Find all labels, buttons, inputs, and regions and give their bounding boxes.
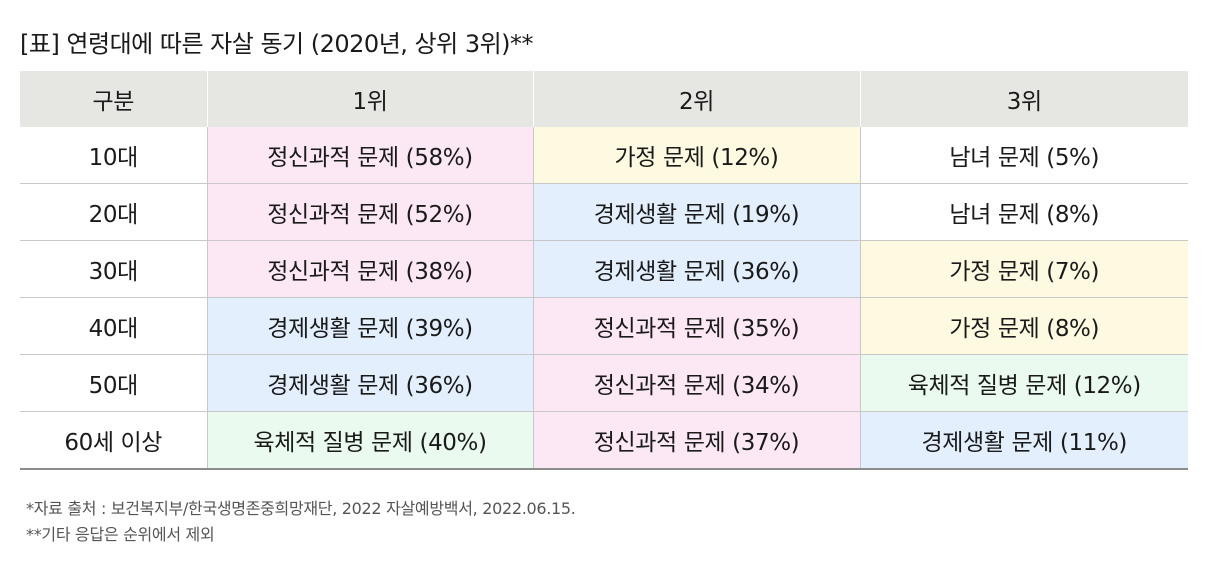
table-row: 50대 경제생활 문제 (36%) 정신과적 문제 (34%) 육체적 질병 문… bbox=[20, 354, 1188, 412]
rank-1-cell: 경제생활 문제 (39%) bbox=[206, 297, 533, 355]
suicide-motive-table: 구분 1위 2위 3위 10대 정신과적 문제 (58%) 가정 문제 (12%… bbox=[20, 71, 1188, 470]
age-group-cell: 60세 이상 bbox=[20, 411, 207, 469]
table-row: 10대 정신과적 문제 (58%) 가정 문제 (12%) 남녀 문제 (5%) bbox=[20, 127, 1188, 184]
age-group-cell: 30대 bbox=[20, 240, 207, 298]
age-group-cell: 10대 bbox=[20, 127, 207, 184]
rank-3-cell: 육체적 질병 문제 (12%) bbox=[859, 354, 1188, 412]
rank-3-cell: 가정 문제 (8%) bbox=[859, 297, 1188, 355]
rank-2-cell: 가정 문제 (12%) bbox=[532, 127, 860, 184]
table-row: 40대 경제생활 문제 (39%) 정신과적 문제 (35%) 가정 문제 (8… bbox=[20, 297, 1188, 355]
footnotes: *자료 출처 : 보건복지부/한국생명존중희망재단, 2022 자살예방백서, … bbox=[26, 496, 576, 548]
rank-3-cell: 남녀 문제 (5%) bbox=[859, 127, 1188, 184]
rank-2-cell: 경제생활 문제 (19%) bbox=[532, 183, 860, 241]
rank-2-cell: 정신과적 문제 (37%) bbox=[532, 411, 860, 469]
header-rank-1: 1위 bbox=[206, 71, 533, 127]
table-row: 60세 이상 육체적 질병 문제 (40%) 정신과적 문제 (37%) 경제생… bbox=[20, 411, 1188, 469]
exclusion-note: **기타 응답은 순위에서 제외 bbox=[26, 525, 215, 544]
rank-1-cell: 정신과적 문제 (38%) bbox=[206, 240, 533, 298]
header-row: 구분 1위 2위 3위 bbox=[20, 71, 1188, 127]
rank-2-cell: 정신과적 문제 (35%) bbox=[532, 297, 860, 355]
age-group-cell: 20대 bbox=[20, 183, 207, 241]
rank-1-cell: 경제생활 문제 (36%) bbox=[206, 354, 533, 412]
rank-3-cell: 경제생활 문제 (11%) bbox=[859, 411, 1188, 469]
age-group-cell: 40대 bbox=[20, 297, 207, 355]
rank-1-cell: 육체적 질병 문제 (40%) bbox=[206, 411, 533, 469]
age-group-cell: 50대 bbox=[20, 354, 207, 412]
rank-1-cell: 정신과적 문제 (58%) bbox=[206, 127, 533, 184]
table-row: 30대 정신과적 문제 (38%) 경제생활 문제 (36%) 가정 문제 (7… bbox=[20, 240, 1188, 298]
table-title: [표] 연령대에 따른 자살 동기 (2020년, 상위 3위)** bbox=[20, 30, 534, 58]
rank-3-cell: 남녀 문제 (8%) bbox=[859, 183, 1188, 241]
header-rank-3: 3위 bbox=[859, 71, 1188, 127]
rank-2-cell: 경제생활 문제 (36%) bbox=[532, 240, 860, 298]
rank-2-cell: 정신과적 문제 (34%) bbox=[532, 354, 860, 412]
table-row: 20대 정신과적 문제 (52%) 경제생활 문제 (19%) 남녀 문제 (8… bbox=[20, 183, 1188, 241]
source-note: *자료 출처 : 보건복지부/한국생명존중희망재단, 2022 자살예방백서, … bbox=[26, 499, 576, 518]
header-category: 구분 bbox=[20, 71, 207, 127]
rank-1-cell: 정신과적 문제 (52%) bbox=[206, 183, 533, 241]
header-rank-2: 2위 bbox=[532, 71, 860, 127]
rank-3-cell: 가정 문제 (7%) bbox=[859, 240, 1188, 298]
